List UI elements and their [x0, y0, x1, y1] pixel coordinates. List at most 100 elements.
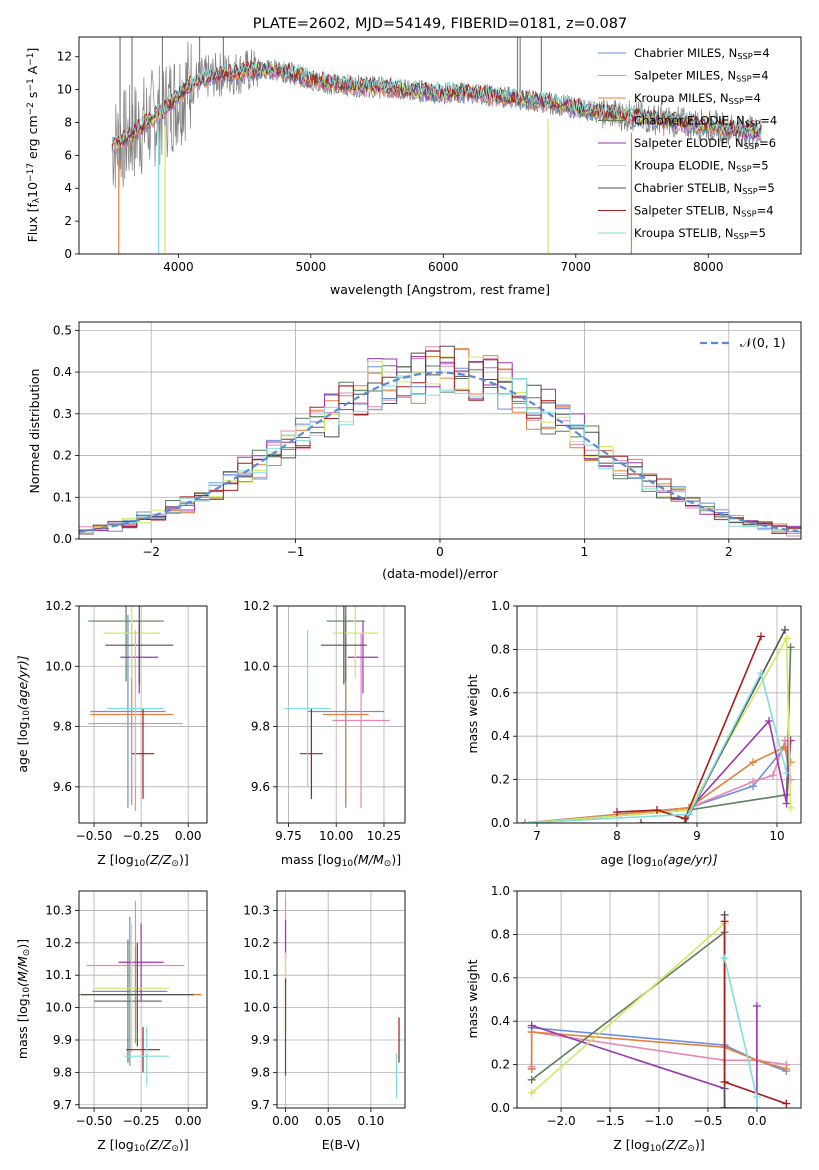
plot-area: [79, 900, 202, 1086]
label-part: =4: [753, 46, 770, 60]
series-line-kroupa_elodie: [524, 635, 792, 823]
data-point: [782, 799, 791, 808]
label-part: )]: [15, 939, 30, 949]
label-part: ⊙: [22, 949, 32, 957]
label-part: SSP: [744, 141, 759, 151]
x-tick-label: −2: [142, 545, 160, 559]
label-part: (Z/Z: [661, 1137, 688, 1152]
label-part: Flux [f: [25, 203, 40, 243]
label-part: 10: [134, 859, 146, 869]
y-axis-label: mass [log10(M/M⊙)]: [15, 939, 32, 1059]
y-tick-label: 9.8: [53, 720, 72, 734]
label-part: )]: [695, 1137, 705, 1152]
data-point: [752, 1104, 761, 1108]
y-tick-label: 10.1: [45, 968, 72, 982]
x-tick-label: 7000: [561, 260, 592, 274]
axes-frame: −2.0 −1.5 −1.0 −0.5 0.0 0.0 0.2 0.4 0.6 0.8 1.0: [491, 884, 802, 1128]
y-tick-label: 10.2: [243, 936, 270, 950]
model-spectrum-chabrier_stelib: [111, 61, 762, 146]
y-tick-label: 0.8: [491, 642, 510, 656]
label-part: =5: [758, 181, 775, 195]
grid-lines: [277, 891, 405, 1108]
grid-lines: [517, 890, 801, 1109]
plot-area: [111, 37, 762, 254]
y-tick-label: 10: [57, 83, 72, 97]
y-tick-label: 9.8: [53, 1065, 72, 1079]
label-part: =4: [744, 91, 761, 105]
label-part: 10: [342, 859, 354, 869]
label-part: 10: [650, 1144, 662, 1154]
x-tick-label: −0.50: [76, 829, 113, 843]
axes-frame: −0.50 −0.25 0.00 9.6 9.8 10.0 10.2: [45, 599, 208, 843]
axes-border: [276, 605, 406, 824]
label-part: ]: [25, 48, 40, 53]
y-tick-label: 0.4: [53, 365, 72, 379]
series-line-chabrier_stelib: [641, 629, 786, 823]
y-tick-label: 0.2: [491, 1058, 510, 1072]
y-tick-label: 0.6: [491, 971, 510, 985]
plot-area: [79, 345, 801, 537]
y-tick-label: 10.0: [243, 1001, 270, 1015]
y-tick-label: 9.9: [53, 1033, 72, 1047]
x-tick-label: 9: [693, 829, 701, 843]
y-tick-label: 9.6: [53, 780, 72, 794]
data-point: [685, 810, 693, 819]
panel-0: 4000 5000 6000 7000 8000 0 2 4 6 8 10 12: [57, 36, 802, 274]
data-point: [613, 808, 621, 817]
plot-area: [88, 606, 183, 811]
y-tick-label: 8: [64, 115, 72, 129]
x-tick-label: 4000: [163, 260, 194, 274]
label-part: Chabrier MILES, N: [634, 46, 737, 60]
label-part: −1: [26, 53, 36, 66]
panel-1: −2 −1 0 1 2 0.0 0.1 0.2 0.3 0.4 0.5: [53, 321, 802, 559]
label-part: s: [25, 92, 40, 103]
label-part: mass [log: [15, 998, 30, 1059]
axes-frame: 4000 5000 6000 7000 8000 0 2 4 6 8 10 12: [57, 36, 802, 274]
y-tick-label: 0.2: [53, 449, 72, 463]
label-part: (M/M: [15, 956, 30, 987]
x-axis-label: mass [log10(M/M⊙)]: [281, 852, 401, 869]
data-point: [757, 632, 765, 641]
axes-frame: 7 8 9 10 0.0 0.2 0.4 0.6 0.8 1.0: [491, 599, 802, 843]
label-part: 10: [134, 1144, 146, 1154]
axes-border: [516, 890, 802, 1109]
label-part: Salpeter MILES, N: [634, 69, 736, 83]
data-point: [749, 777, 757, 786]
legend-entry: Chabrier ELODIE, NSSP=4: [634, 114, 777, 129]
label-part: =4: [757, 204, 774, 218]
series-line-salpeter_stelib: [723, 921, 787, 1105]
grid-lines: [79, 891, 207, 1108]
x-tick-label: −0.50: [76, 1114, 113, 1128]
y-tick-label: 10.0: [45, 659, 72, 673]
histogram-kroupa_stelib: [79, 375, 801, 534]
x-tick-label: 0.0: [747, 1114, 766, 1128]
y-tick-label: 2: [64, 214, 72, 228]
normal-curve: [79, 371, 799, 533]
label-part: age [log: [600, 852, 651, 867]
data-point: [781, 625, 789, 634]
label-part: λ: [32, 197, 42, 203]
legend-entry: Chabrier STELIB, NSSP=5: [634, 181, 775, 196]
x-axis-label: Z [log10(Z/Z⊙)]: [97, 852, 188, 869]
label-part: =4: [760, 114, 777, 128]
label-part: =4: [752, 69, 769, 83]
label-part: (M/M: [353, 852, 384, 867]
x-tick-label: 0.00: [175, 829, 202, 843]
data-point: [786, 803, 795, 812]
y-tick-label: 12: [57, 50, 72, 64]
y-tick-label: 0.2: [491, 773, 510, 787]
x-tick-label: 10: [769, 829, 784, 843]
x-tick-label: 7: [533, 829, 541, 843]
y-tick-label: 9.8: [251, 1065, 270, 1079]
data-point: [720, 954, 729, 963]
legend-entry: Kroupa ELODIE, NSSP=5: [634, 159, 769, 174]
label-part: =5: [752, 159, 769, 173]
label-part: SSP: [745, 119, 760, 129]
x-axis-label: Z [log10(Z/Z⊙)]: [613, 1137, 704, 1154]
y-tick-label: 10.1: [243, 968, 270, 982]
series-line-kroupa_stelib: [723, 958, 758, 1108]
y-tick-label: 0.4: [491, 729, 510, 743]
label-part: (Z/Z: [145, 852, 172, 867]
legend-entry: Chabrier MILES, NSSP=4: [634, 46, 770, 61]
y-axis-label: mass weight: [465, 674, 480, 753]
